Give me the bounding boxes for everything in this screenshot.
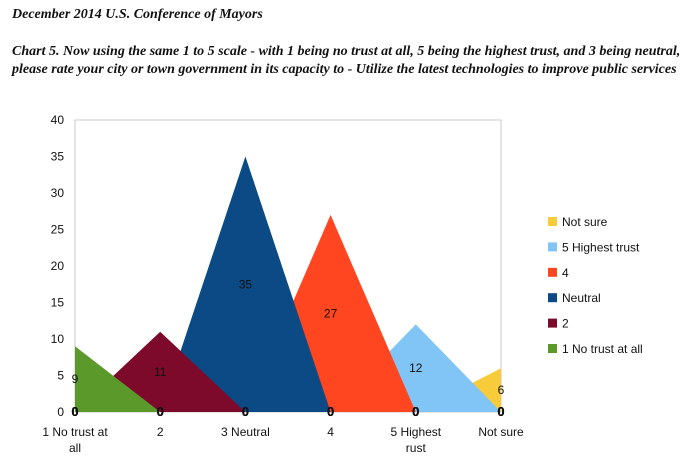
legend-item-5-highest-trust: 5 Highest trust bbox=[548, 240, 640, 254]
legend-label: 5 Highest trust bbox=[562, 240, 640, 254]
legend-swatch bbox=[548, 293, 557, 303]
data-label: 0 bbox=[157, 404, 164, 419]
y-tick-label: 5 bbox=[57, 369, 64, 383]
data-label: 0 bbox=[71, 404, 78, 419]
data-label: 0 bbox=[412, 404, 419, 419]
data-label: 0 bbox=[242, 404, 249, 419]
data-label: 35 bbox=[239, 277, 253, 291]
data-label: 0 bbox=[497, 404, 504, 419]
y-tick-label: 30 bbox=[51, 186, 65, 200]
data-label: 0 bbox=[327, 404, 334, 419]
area-series-group bbox=[75, 156, 501, 412]
y-tick-label: 40 bbox=[51, 113, 65, 127]
y-tick-label: 15 bbox=[51, 296, 65, 310]
legend-swatch bbox=[548, 217, 557, 226]
data-label: 27 bbox=[324, 306, 338, 320]
legend-item-2: 2 bbox=[548, 317, 569, 331]
data-label: 0 bbox=[71, 404, 78, 419]
data-label: 0 bbox=[327, 404, 334, 419]
x-tick-label: 4 bbox=[327, 425, 334, 439]
y-tick-label: 20 bbox=[51, 259, 65, 273]
organization-title: December 2014 U.S. Conference of Mayors bbox=[12, 7, 263, 22]
data-label: 11 bbox=[154, 365, 167, 379]
data-label: 0 bbox=[497, 404, 504, 419]
y-tick-label: 0 bbox=[57, 405, 64, 419]
data-label: 0 bbox=[412, 404, 419, 419]
data-label: 0 bbox=[242, 404, 249, 419]
y-tick-label: 10 bbox=[51, 332, 65, 346]
x-tick-label: 3 Neutral bbox=[221, 425, 270, 439]
legend-item-4: 4 bbox=[548, 266, 569, 280]
y-tick-label: 25 bbox=[51, 223, 65, 237]
legend-item-neutral: Neutral bbox=[548, 291, 601, 305]
data-label: 0 bbox=[327, 404, 334, 419]
data-label: 0 bbox=[71, 404, 78, 419]
legend-item-1-no-trust-at-all: 1 No trust at all bbox=[548, 342, 643, 356]
legend-label: Not sure bbox=[562, 215, 608, 229]
y-axis: 0 5 10 15 20 25 30 35 40 bbox=[51, 113, 65, 419]
data-label: 0 bbox=[497, 404, 504, 419]
data-label: 0 bbox=[412, 404, 419, 419]
legend-swatch bbox=[548, 318, 557, 328]
x-tick-label: Not sure bbox=[478, 425, 524, 439]
data-label: 0 bbox=[157, 404, 164, 419]
legend-label: 1 No trust at all bbox=[562, 342, 643, 356]
legend-swatch bbox=[548, 267, 557, 277]
data-label: 12 bbox=[409, 361, 423, 375]
data-label: 0 bbox=[242, 404, 249, 419]
legend-label: 2 bbox=[562, 317, 569, 331]
chart-title: Chart 5. Now using the same 1 to 5 scale… bbox=[12, 44, 681, 77]
data-label: 6 bbox=[498, 383, 505, 397]
data-label: 0 bbox=[497, 404, 504, 419]
data-label: 0 bbox=[327, 404, 334, 419]
data-label: 9 bbox=[72, 372, 79, 386]
data-label: 0 bbox=[71, 404, 78, 419]
legend-swatch bbox=[548, 242, 557, 252]
data-label: 0 bbox=[412, 404, 419, 419]
area-series-2 bbox=[75, 331, 501, 412]
area-series-1-no-trust-at-all bbox=[75, 346, 501, 412]
legend: Not sure 5 Highest trust 4 Neutral 2 1 No tru… bbox=[548, 215, 643, 356]
x-axis: 1 No trust at all 2 3 Neutral 4 5 Highest rust… bbox=[42, 425, 524, 455]
data-label: 0 bbox=[327, 404, 334, 419]
legend-label: Neutral bbox=[562, 291, 601, 305]
x-tick-label: 5 Highest rust bbox=[390, 425, 441, 455]
data-label: 0 bbox=[497, 404, 504, 419]
x-tick-label: 2 bbox=[157, 425, 164, 439]
legend-label: 4 bbox=[562, 266, 569, 280]
chart-header: December 2014 U.S. Conference of Mayors … bbox=[12, 6, 688, 79]
area-series-neutral bbox=[75, 156, 501, 412]
data-label: 0 bbox=[157, 404, 164, 419]
legend-item-not-sure: Not sure bbox=[548, 215, 608, 229]
data-label: 0 bbox=[157, 404, 164, 419]
data-label: 0 bbox=[71, 404, 78, 419]
data-label: 0 bbox=[242, 404, 249, 419]
data-label: 0 bbox=[242, 404, 249, 419]
y-tick-label: 35 bbox=[51, 150, 65, 164]
x-tick-label: 1 No trust at all bbox=[42, 425, 108, 455]
legend-swatch bbox=[548, 344, 557, 353]
data-label: 0 bbox=[157, 404, 164, 419]
data-label: 0 bbox=[412, 404, 419, 419]
